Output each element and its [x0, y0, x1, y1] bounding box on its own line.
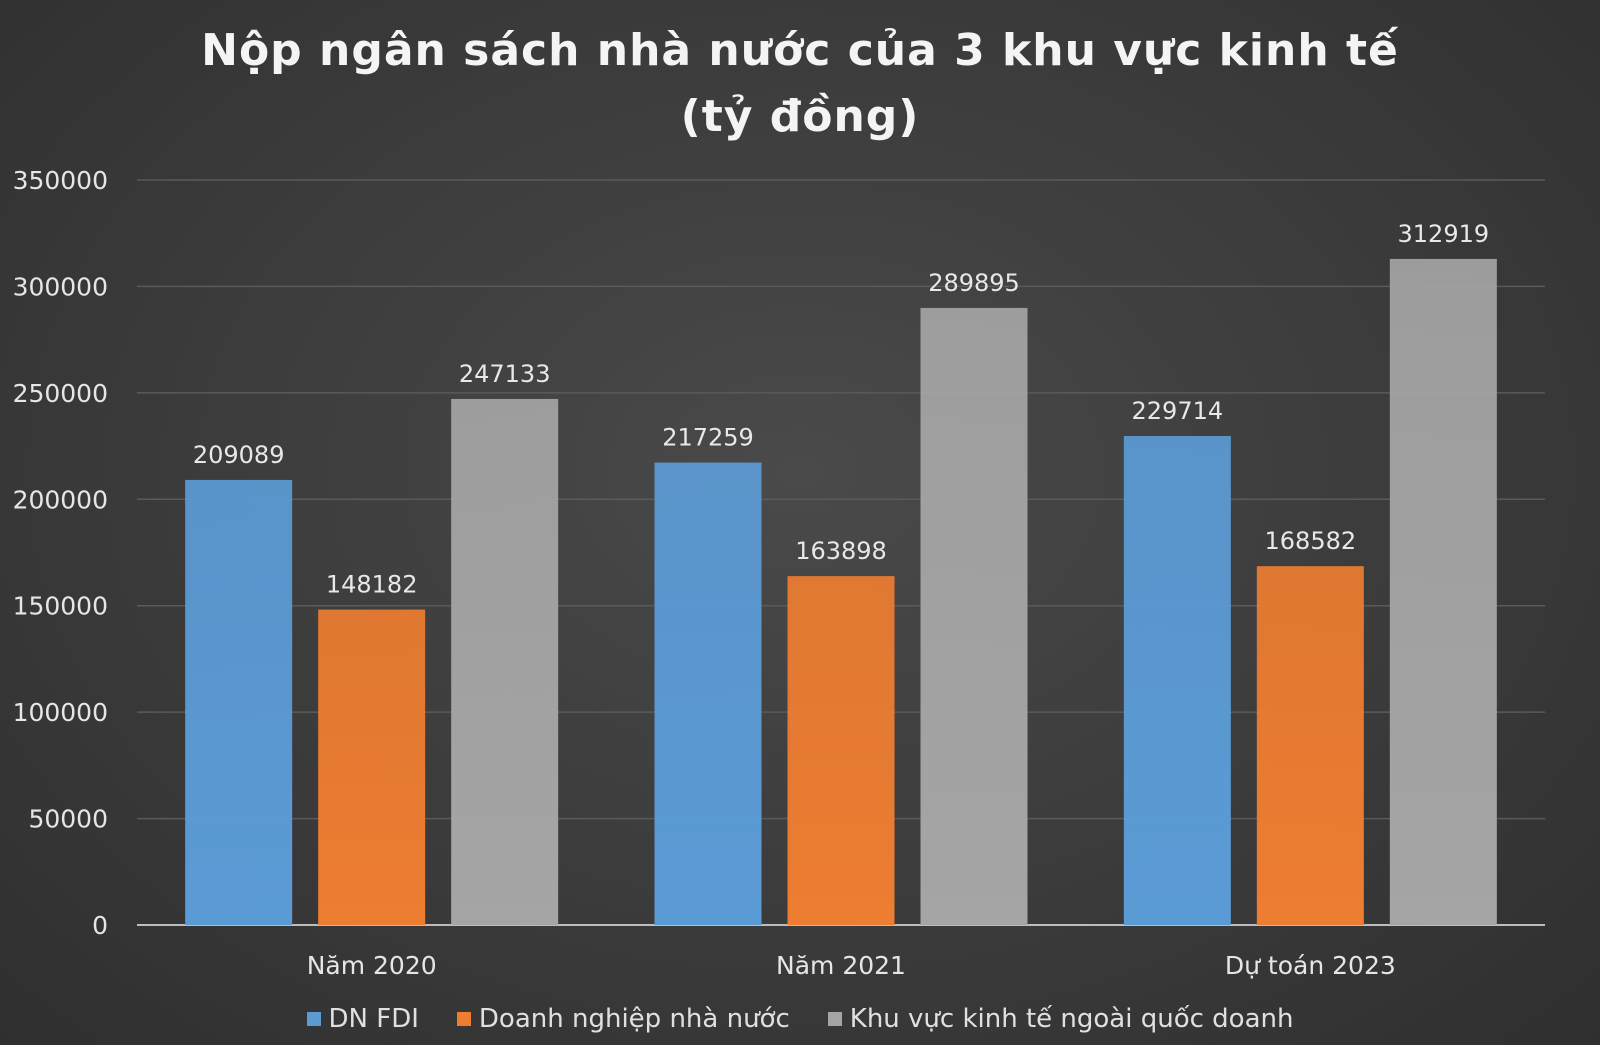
chart-title: Nộp ngân sách nhà nước của 3 khu vực kin… [201, 25, 1399, 142]
bar [318, 609, 426, 925]
data-label: 163898 [795, 537, 887, 565]
bar [185, 479, 293, 925]
bar-chart-plot: 0 50000 100000 150000 200000 250000 300000 3500… [13, 166, 1545, 980]
legend-swatch [827, 1012, 842, 1026]
bar [920, 307, 1028, 926]
legend-label: Khu vực kinh tế ngoài quốc doanh [849, 1004, 1294, 1034]
y-tick-label: 250000 [13, 379, 108, 408]
data-label: 247133 [459, 360, 551, 388]
data-label: 289895 [928, 269, 1020, 297]
data-label: 148182 [326, 571, 418, 599]
data-label: 217259 [662, 424, 754, 452]
x-tick-label: Dự toán 2023 [1225, 951, 1396, 980]
data-label: 312919 [1398, 220, 1490, 248]
y-tick-label: 350000 [13, 166, 108, 195]
legend-item: DN FDI [306, 1004, 419, 1034]
chart-legend: DN FDI Doanh nghiệp nhà nước Khu vực kinh … [0, 1004, 1600, 1034]
y-tick-label: 200000 [13, 485, 108, 514]
bar [654, 462, 762, 925]
y-tick-label: 150000 [13, 592, 108, 621]
legend-swatch [306, 1012, 321, 1026]
legend-item: Doanh nghiệp nhà nước [456, 1004, 790, 1034]
x-tick-label: Năm 2020 [307, 951, 437, 980]
legend-label: Doanh nghiệp nhà nước [478, 1004, 790, 1034]
legend-swatch [456, 1012, 471, 1026]
legend-label: DN FDI [328, 1004, 419, 1034]
bar [451, 398, 559, 926]
data-label: 168582 [1265, 527, 1357, 555]
data-label: 209089 [193, 441, 285, 469]
bar [1389, 258, 1497, 925]
x-tick-label: Năm 2021 [776, 951, 906, 980]
y-tick-label: 100000 [13, 698, 108, 727]
legend-item: Khu vực kinh tế ngoài quốc doanh [827, 1004, 1294, 1034]
y-tick-label: 300000 [13, 272, 108, 301]
y-tick-label: 0 [92, 911, 108, 940]
bar [787, 576, 895, 925]
data-label: 229714 [1132, 397, 1224, 425]
y-tick-label: 50000 [28, 805, 108, 834]
bar [1123, 436, 1231, 925]
bar [1256, 566, 1364, 925]
